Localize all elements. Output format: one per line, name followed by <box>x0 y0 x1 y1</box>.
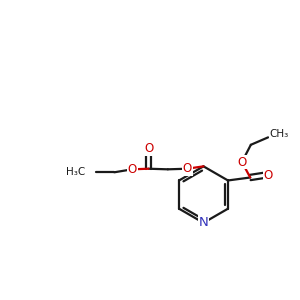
Text: O: O <box>182 162 192 175</box>
Text: O: O <box>237 155 247 169</box>
Text: H₃C: H₃C <box>66 167 85 177</box>
Text: O: O <box>263 169 273 182</box>
Text: O: O <box>128 163 137 176</box>
Text: N: N <box>199 216 208 229</box>
Text: CH₃: CH₃ <box>270 129 289 139</box>
Text: O: O <box>144 142 153 155</box>
